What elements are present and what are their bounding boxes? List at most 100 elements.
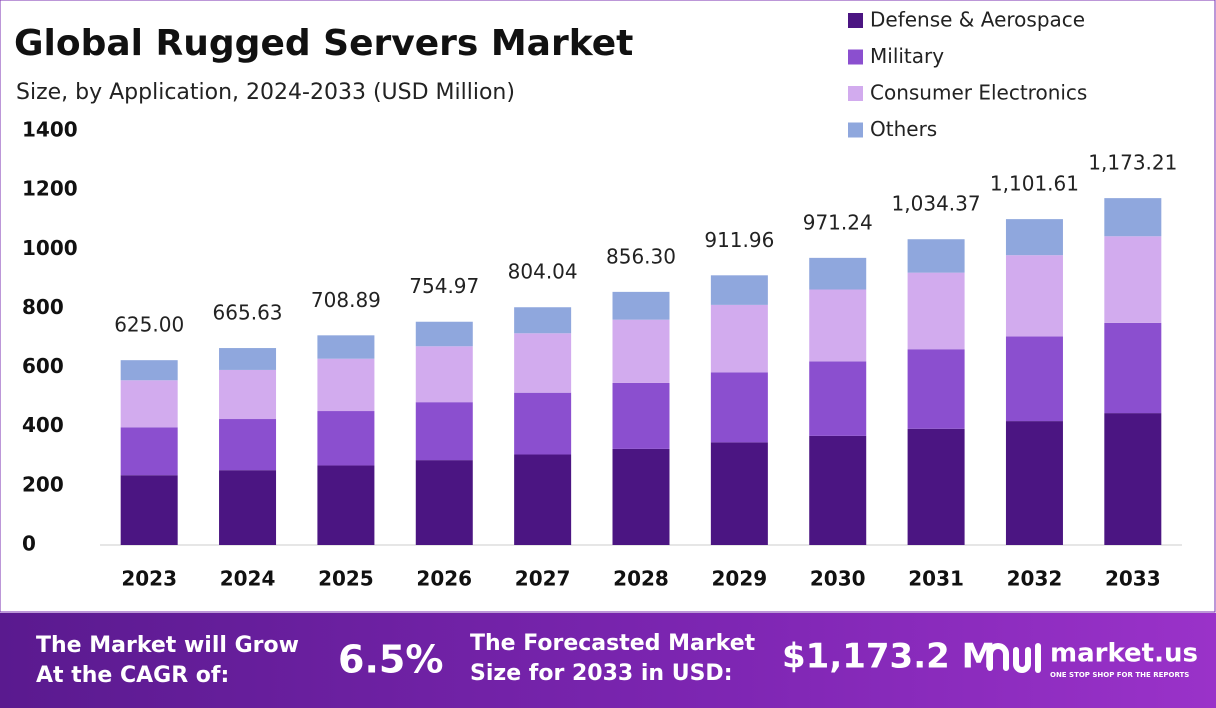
legend-swatch <box>848 13 863 28</box>
bar-segment <box>710 372 768 443</box>
bar-segment <box>514 307 572 334</box>
x-tick-label: 2030 <box>810 567 866 591</box>
bar-segment <box>415 321 473 347</box>
brand-tagline: ONE STOP SHOP FOR THE REPORTS <box>1050 671 1189 679</box>
bar-segment <box>514 333 572 393</box>
frame <box>0 0 1216 613</box>
total-label: 911.96 <box>704 228 774 252</box>
legend-label: Others <box>870 117 937 141</box>
legend-swatch <box>848 49 863 65</box>
bar-segment <box>612 291 670 320</box>
bar-segment <box>120 380 178 428</box>
brand-name: market.us <box>1050 639 1198 669</box>
legend-swatch <box>848 122 863 138</box>
bar-segment <box>219 348 277 370</box>
total-label: 856.30 <box>606 244 676 268</box>
bar-segment <box>317 358 375 412</box>
x-tick-label: 2029 <box>712 567 768 591</box>
total-label: 625.00 <box>114 313 184 337</box>
cagr-label: The Market will Grow At the CAGR of: <box>36 633 307 688</box>
y-tick-label: 200 <box>22 472 64 496</box>
total-label: 1,173.21 <box>1088 151 1177 175</box>
bar-segment <box>1104 413 1162 545</box>
total-label: 665.63 <box>213 301 283 325</box>
x-tick-label: 2028 <box>613 567 669 591</box>
cagr-label-line: At the CAGR of: <box>36 663 229 688</box>
x-tick-label: 2024 <box>220 567 276 591</box>
bar-segment <box>907 428 965 545</box>
x-tick-label: 2025 <box>318 567 374 591</box>
bar-segment <box>809 289 867 362</box>
bar-segment <box>317 335 375 359</box>
forecast-label-line: Size for 2033 in USD: <box>470 661 733 686</box>
bar-segment <box>1005 255 1063 337</box>
y-tick-label: 1400 <box>22 118 78 142</box>
bar-segment <box>120 475 178 545</box>
bar-segment <box>1104 322 1162 414</box>
forecast-label: The Forecasted Market Size for 2033 in U… <box>470 631 763 686</box>
total-label: 804.04 <box>508 260 578 284</box>
bar-segment <box>1005 336 1063 422</box>
legend-label: Defense & Aerospace <box>870 8 1085 32</box>
total-label: 1,101.61 <box>990 172 1079 196</box>
legend-label: Consumer Electronics <box>870 81 1087 105</box>
total-label: 708.89 <box>311 288 381 312</box>
bar-segment <box>317 465 375 545</box>
bar-segment <box>219 470 277 545</box>
x-tick-label: 2027 <box>515 567 571 591</box>
bar-segment <box>907 239 965 273</box>
bar-segment <box>1005 219 1063 256</box>
total-label: 1,034.37 <box>892 192 981 216</box>
cagr-value: 6.5% <box>338 638 443 682</box>
y-tick-label: 1200 <box>22 177 78 201</box>
logo-arch <box>987 643 1009 671</box>
x-tick-label: 2026 <box>416 567 472 591</box>
bar-segment <box>514 454 572 545</box>
bar-segment <box>219 369 277 420</box>
bar-segment <box>120 427 178 476</box>
bar-segment <box>710 275 768 305</box>
bar-segment <box>415 402 473 461</box>
bar-segment <box>809 361 867 436</box>
brand-logo <box>987 643 1041 673</box>
bar-segment <box>809 257 867 290</box>
bar-segment <box>219 419 277 471</box>
bar-segment <box>612 319 670 383</box>
bar-segment <box>514 392 572 455</box>
legend-label: Military <box>870 44 944 68</box>
cagr-label-line: The Market will Grow <box>36 633 299 658</box>
bar-segment <box>710 442 768 545</box>
chart-title: Global Rugged Servers Market <box>14 23 633 64</box>
forecast-label-line: The Forecasted Market <box>470 631 756 656</box>
x-tick-label: 2032 <box>1007 567 1063 591</box>
bar-segment <box>907 349 965 429</box>
y-tick-label: 800 <box>22 295 64 319</box>
y-tick-label: 0 <box>22 532 36 556</box>
logo-u <box>1013 647 1031 673</box>
bar-segment <box>1104 198 1162 237</box>
bar-segment <box>907 272 965 350</box>
bar-segment <box>317 411 375 466</box>
total-label: 971.24 <box>803 210 873 234</box>
bar-segment <box>612 382 670 449</box>
forecast-value: $1,173.2 M <box>782 637 995 677</box>
legend-swatch <box>848 86 863 101</box>
y-tick-label: 1000 <box>22 236 78 260</box>
bar-segment <box>415 460 473 545</box>
bar-segment <box>120 360 178 381</box>
bar-segment <box>710 304 768 373</box>
total-label: 754.97 <box>409 274 479 298</box>
bar-segment <box>415 346 473 403</box>
bar-segment <box>612 448 670 545</box>
bar-segment <box>809 435 867 545</box>
bar-segment <box>1005 421 1063 545</box>
bar-segment <box>1104 236 1162 323</box>
x-tick-label: 2031 <box>908 567 964 591</box>
y-tick-label: 400 <box>22 413 64 437</box>
x-tick-label: 2023 <box>121 567 177 591</box>
x-tick-label: 2033 <box>1105 567 1161 591</box>
chart-subtitle: Size, by Application, 2024-2033 (USD Mil… <box>16 80 515 105</box>
y-tick-label: 600 <box>22 354 64 378</box>
